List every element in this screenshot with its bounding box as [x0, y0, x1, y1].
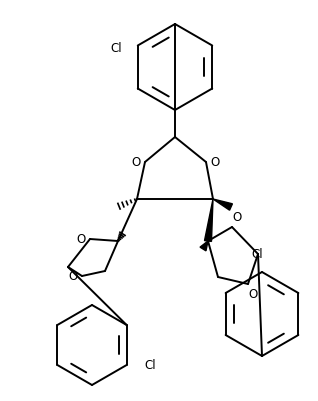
- Text: Cl: Cl: [145, 358, 156, 372]
- Polygon shape: [200, 241, 208, 251]
- Text: O: O: [248, 288, 258, 301]
- Polygon shape: [213, 200, 232, 211]
- Text: O: O: [232, 211, 242, 224]
- Text: Cl: Cl: [251, 247, 263, 260]
- Text: O: O: [211, 156, 220, 169]
- Text: Cl: Cl: [110, 42, 122, 55]
- Polygon shape: [204, 200, 213, 242]
- Text: O: O: [76, 233, 86, 246]
- Text: O: O: [131, 156, 141, 169]
- Text: O: O: [68, 270, 78, 283]
